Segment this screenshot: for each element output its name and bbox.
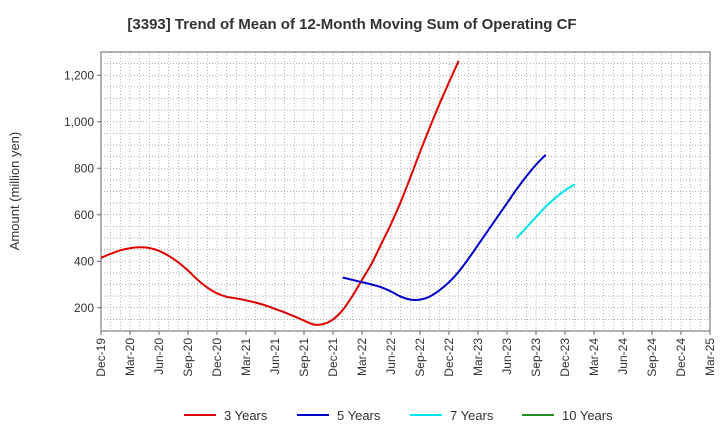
legend-label: 5 Years [337,408,381,423]
legend-label: 7 Years [450,408,494,423]
x-tick-label: Sep-20 [181,338,195,377]
x-tick-label: Mar-24 [587,338,601,376]
x-tick-label: Sep-23 [529,338,543,377]
x-tick-label: Dec-23 [558,338,572,377]
y-tick-label: 1,200 [64,68,94,82]
x-tick-label: Sep-22 [413,338,427,377]
x-tick-label: Dec-21 [326,338,340,377]
x-tick-label: Mar-21 [239,338,253,376]
x-tick-label: Sep-24 [645,338,659,377]
y-tick-label: 800 [74,161,94,175]
plot-area [100,60,576,326]
x-tick-label: Mar-22 [355,338,369,376]
legend-label: 10 Years [562,408,613,423]
legend: 3 Years 5 Years 7 Years 10 Years [184,408,613,423]
y-tick-label: 400 [74,254,94,268]
x-tick-label: Mar-23 [471,338,485,376]
y-axis-label: Amount (million yen) [7,132,22,251]
x-tick-label: Mar-20 [123,338,137,376]
legend-label: 3 Years [224,408,268,423]
x-tick-label: Mar-25 [703,338,717,376]
x-tick-label: Jun-20 [152,338,166,375]
y-axis: 200 400 600 800 1,000 1,200 [64,68,101,315]
x-axis: Dec-19 Mar-20 Jun-20 Sep-20 Dec-20 Mar-21 Jun-… [94,331,717,377]
x-tick-label: Jun-24 [616,338,630,375]
series-line-5-years [342,154,547,301]
x-tick-label: Dec-22 [442,338,456,377]
x-tick-label: Dec-24 [674,338,688,377]
y-tick-label: 1,000 [64,115,94,129]
y-tick-label: 600 [74,208,94,222]
x-tick-label: Jun-23 [500,338,514,375]
x-tick-label: Jun-21 [268,338,282,375]
series-line-3-years [100,60,460,326]
x-tick-label: Jun-22 [384,338,398,375]
x-tick-label: Sep-21 [297,338,311,377]
x-tick-label: Dec-20 [210,338,224,377]
x-tick-label: Dec-19 [94,338,108,377]
plot-frame [100,51,711,332]
chart-title: [3393] Trend of Mean of 12-Month Moving … [127,16,576,33]
y-tick-label: 200 [74,301,94,315]
series-line-7-years [515,183,576,239]
